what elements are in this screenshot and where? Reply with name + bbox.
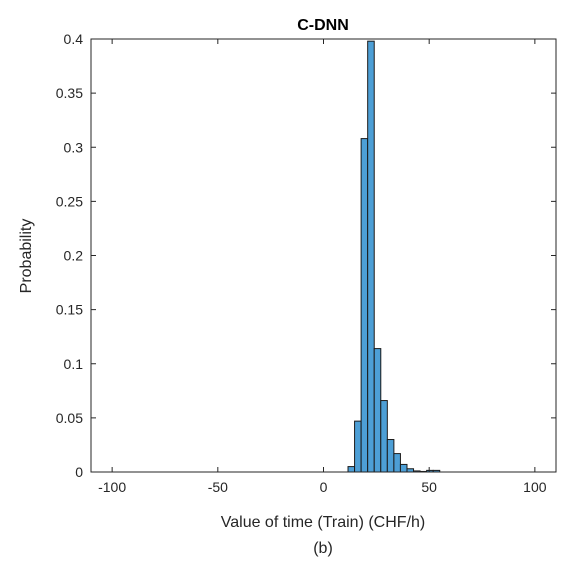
y-tick-label: 0 (75, 464, 83, 480)
histogram-bar-5 (380, 400, 388, 473)
x-tick-label: 100 (523, 479, 547, 495)
histogram-bar-0 (347, 466, 356, 473)
y-axis-label: Probability (18, 219, 35, 294)
y-tick-label: 0.4 (64, 31, 84, 47)
plot-axes (90, 38, 557, 473)
y-tick-label: 0.15 (56, 302, 83, 318)
y-tick-label: 0.2 (64, 248, 84, 264)
histogram-bar-2 (360, 138, 369, 473)
histogram-bar-6 (386, 439, 395, 473)
chart-title: C-DNN (297, 17, 349, 34)
figure-caption: (b) (313, 540, 333, 557)
x-tick-label: 50 (421, 479, 437, 495)
x-axis-label: Value of time (Train) (CHF/h) (221, 514, 425, 531)
histogram-bar-4 (373, 348, 382, 473)
x-tick-label: -100 (98, 479, 126, 495)
plot-frame (90, 38, 557, 473)
histogram-bar-1 (354, 420, 362, 473)
x-tick-label: 0 (320, 479, 328, 495)
histogram-bar-3 (367, 40, 375, 473)
histogram-bars (347, 40, 441, 473)
y-tick-label: 0.1 (64, 356, 84, 372)
x-tick-label: -50 (208, 479, 228, 495)
y-axis-ticks: 0 0.05 0.1 0.15 0.2 0.25 0.3 0.35 0.4 (56, 31, 556, 480)
y-tick-label: 0.25 (56, 193, 83, 209)
histogram-bar-7 (393, 453, 401, 473)
y-tick-label: 0.35 (56, 85, 83, 101)
y-tick-label: 0.3 (64, 139, 84, 155)
x-axis-ticks: -100 -50 0 50 100 (98, 39, 547, 495)
histogram-bar-8 (399, 463, 408, 473)
y-tick-label: 0.05 (56, 410, 83, 426)
